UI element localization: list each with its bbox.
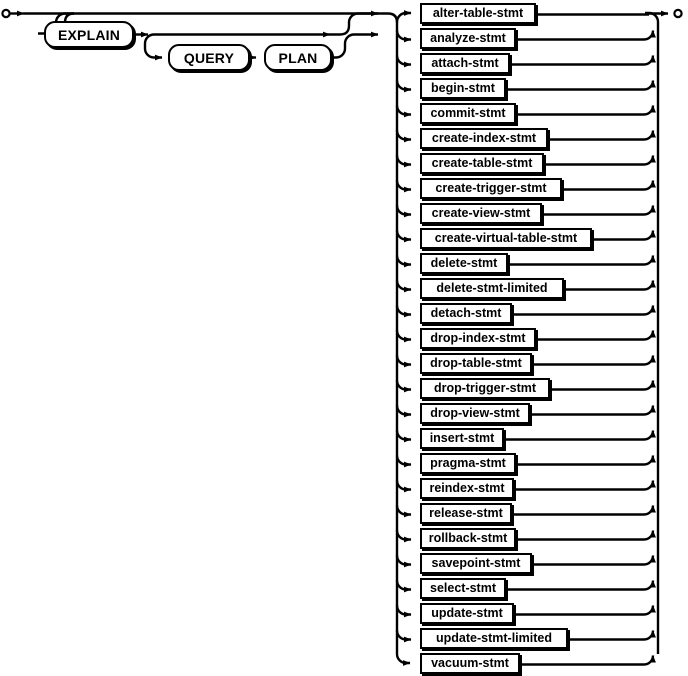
branch-in-drop-table-stmt — [395, 355, 412, 368]
branch-in-drop-view-stmt — [395, 405, 412, 418]
branch-in-begin-stmt — [395, 80, 412, 93]
branch-out-vacuum-stmt — [522, 655, 656, 666]
rule-rollback-stmt[interactable]: rollback-stmt — [420, 528, 516, 549]
rule-drop-trigger-stmt[interactable]: drop-trigger-stmt — [420, 378, 550, 399]
rule-release-stmt[interactable]: release-stmt — [420, 503, 512, 524]
bypass-explain-join — [378, 12, 399, 23]
terminal-plan[interactable]: PLAN — [264, 44, 332, 71]
branch-in-update-stmt — [395, 605, 412, 618]
branch-out-create-virtual-table-stmt — [594, 230, 656, 241]
rule-savepoint-stmt[interactable]: savepoint-stmt — [420, 553, 532, 574]
branch-out-begin-stmt — [508, 80, 656, 91]
branch-in-pragma-stmt — [395, 455, 412, 468]
rule-commit-stmt[interactable]: commit-stmt — [420, 103, 516, 124]
branch-in-rollback-stmt — [395, 530, 412, 543]
branch-in-drop-index-stmt — [395, 330, 412, 343]
branch-out-delete-stmt — [510, 255, 656, 266]
branch-in-reindex-stmt — [395, 480, 412, 493]
branch-in-create-index-stmt — [395, 130, 412, 143]
branch-out-detach-stmt — [514, 305, 656, 316]
branch-out-reindex-stmt — [516, 480, 656, 491]
rule-analyze-stmt[interactable]: analyze-stmt — [420, 28, 516, 49]
rule-insert-stmt[interactable]: insert-stmt — [420, 428, 504, 449]
branch-in-update-stmt-limited — [395, 630, 412, 643]
branch-out-select-stmt — [508, 580, 656, 591]
branch-out-drop-trigger-stmt — [552, 380, 656, 391]
branch-lines — [395, 9, 656, 666]
branch-out-drop-view-stmt — [532, 405, 656, 416]
rule-select-stmt[interactable]: select-stmt — [420, 578, 506, 599]
rule-delete-stmt-limited[interactable]: delete-stmt-limited — [420, 278, 564, 299]
branch-in-create-trigger-stmt — [395, 180, 412, 193]
branch-out-savepoint-stmt — [534, 555, 656, 566]
branch-in-analyze-stmt — [395, 30, 412, 43]
branch-out-analyze-stmt — [518, 30, 656, 41]
rule-detach-stmt[interactable]: detach-stmt — [420, 303, 512, 324]
rule-create-index-stmt[interactable]: create-index-stmt — [420, 128, 548, 149]
rule-pragma-stmt[interactable]: pragma-stmt — [420, 453, 516, 474]
rule-update-stmt[interactable]: update-stmt — [420, 603, 514, 624]
branch-in-create-virtual-table-stmt — [395, 230, 412, 243]
branch-in-attach-stmt — [395, 55, 412, 68]
plan-exit-rejoin — [332, 31, 379, 59]
rule-begin-stmt[interactable]: begin-stmt — [420, 78, 506, 99]
branch-in-delete-stmt — [395, 255, 412, 268]
branch-out-drop-table-stmt — [534, 355, 656, 366]
branch-out-create-view-stmt — [544, 205, 656, 216]
branch-in-insert-stmt — [395, 430, 412, 443]
branch-in-commit-stmt — [395, 105, 412, 118]
branch-out-release-stmt — [514, 505, 656, 516]
branch-in-select-stmt — [395, 580, 412, 593]
branch-out-create-index-stmt — [550, 130, 656, 141]
queryplan-bypass-join — [330, 12, 378, 36]
rule-drop-index-stmt[interactable]: drop-index-stmt — [420, 328, 536, 349]
end-circle — [673, 8, 683, 19]
branch-out-rollback-stmt — [518, 530, 656, 541]
rule-create-virtual-table-stmt[interactable]: create-virtual-table-stmt — [420, 228, 592, 249]
branch-out-attach-stmt — [512, 55, 656, 66]
query-entry-curve — [143, 33, 163, 61]
rule-drop-view-stmt[interactable]: drop-view-stmt — [420, 403, 530, 424]
branch-out-update-stmt-limited — [570, 630, 656, 641]
rule-create-table-stmt[interactable]: create-table-stmt — [420, 153, 544, 174]
branch-in-drop-trigger-stmt — [395, 380, 412, 393]
branch-in-delete-stmt-limited — [395, 280, 412, 293]
fanout-left-rail — [395, 22, 411, 666]
branch-out-insert-stmt — [506, 430, 656, 441]
rule-reindex-stmt[interactable]: reindex-stmt — [420, 478, 514, 499]
rule-delete-stmt[interactable]: delete-stmt — [420, 253, 508, 274]
branch-in-savepoint-stmt — [395, 555, 412, 568]
rule-update-stmt-limited[interactable]: update-stmt-limited — [420, 628, 568, 649]
branch-in-create-view-stmt — [395, 205, 412, 218]
branch-out-delete-stmt-limited — [566, 280, 656, 291]
branch-out-create-trigger-stmt — [564, 180, 656, 191]
branch-in-alter-table-stmt — [395, 9, 412, 23]
branch-in-detach-stmt — [395, 305, 412, 318]
start-circle — [1, 8, 11, 19]
branch-out-pragma-stmt — [518, 455, 656, 466]
branch-out-create-table-stmt — [546, 155, 656, 166]
rule-create-trigger-stmt[interactable]: create-trigger-stmt — [420, 178, 562, 199]
rule-vacuum-stmt[interactable]: vacuum-stmt — [420, 653, 520, 674]
terminal-query[interactable]: QUERY — [168, 44, 250, 71]
branch-in-release-stmt — [395, 505, 412, 518]
branch-out-drop-index-stmt — [538, 330, 656, 341]
branch-in-create-table-stmt — [395, 155, 412, 168]
branch-out-commit-stmt — [518, 105, 656, 116]
rule-attach-stmt[interactable]: attach-stmt — [420, 53, 510, 74]
rule-create-view-stmt[interactable]: create-view-stmt — [420, 203, 542, 224]
rule-drop-table-stmt[interactable]: drop-table-stmt — [420, 353, 532, 374]
branch-out-update-stmt — [516, 605, 656, 616]
terminal-explain[interactable]: EXPLAIN — [44, 21, 134, 48]
rule-alter-table-stmt[interactable]: alter-table-stmt — [420, 3, 536, 24]
